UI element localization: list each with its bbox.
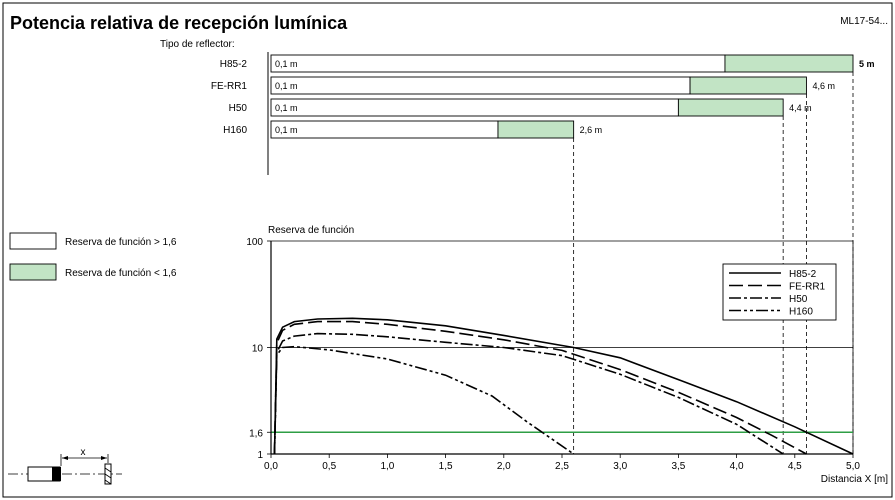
- range-bar-white-segment: [270, 76, 691, 95]
- range-bar-green-segment: [497, 120, 575, 139]
- arrowhead-right: [101, 456, 107, 460]
- series-legend-label: H160: [789, 307, 813, 318]
- range-bar-h50: H50 0,1 m 4,4 m: [229, 98, 812, 454]
- series-line-h160: [273, 345, 575, 455]
- x-tick-label: 0,5: [322, 461, 336, 472]
- range-bar-h160: H160 0,1 m 2,6 m: [223, 120, 603, 454]
- range-bar-end-label: 2,6 m: [580, 125, 603, 135]
- x-tick-label: 1,5: [439, 461, 453, 472]
- figure-code: ML17-54...: [840, 16, 888, 27]
- range-bar-white-segment: [270, 120, 499, 139]
- reserve-legend-swatch: [9, 263, 57, 281]
- reserve-legend-swatch: [9, 232, 57, 250]
- range-bar-label: H85-2: [220, 59, 248, 70]
- x-tick-label: 5,0: [846, 461, 860, 472]
- range-bar-white-segment: [270, 54, 726, 73]
- x-tick-label: 0,0: [264, 461, 278, 472]
- page-title: Potencia relativa de recepción lumínica: [10, 13, 348, 33]
- range-bar-label: FE-RR1: [211, 81, 248, 92]
- distance-label: x: [81, 447, 86, 458]
- reserve-legend: Reserva de función > 1,6 Reserva de funci…: [9, 232, 177, 281]
- range-bar-end-label: 5 m: [859, 59, 875, 69]
- range-bar-start-label: 0,1 m: [275, 103, 298, 113]
- x-tick-label: 4,0: [730, 461, 744, 472]
- range-bar-green-segment: [689, 76, 807, 95]
- range-bar-start-label: 0,1 m: [275, 125, 298, 135]
- y-tick-label: 1: [257, 450, 263, 461]
- range-bar-label: H50: [229, 103, 248, 114]
- reflector-hatch: [104, 467, 112, 473]
- y-axis-title: Reserva de función: [268, 225, 354, 236]
- x-tick-label: 3,0: [613, 461, 627, 472]
- y-tick-label: 100: [246, 237, 263, 248]
- range-bar-start-label: 0,1 m: [275, 81, 298, 91]
- y-tick-label: 10: [252, 344, 264, 355]
- reflector-type-label: Tipo de reflector:: [160, 39, 235, 50]
- arrowhead-left: [62, 456, 68, 460]
- x-axis-title: Distancia X [m]: [821, 474, 888, 485]
- series-line-h50: [273, 332, 784, 455]
- range-bar-start-label: 0,1 m: [275, 59, 298, 69]
- range-bar-end-label: 4,4 m: [789, 103, 812, 113]
- range-bar-end-label: 4,6 m: [812, 81, 835, 91]
- series-legend-label: H85-2: [789, 269, 817, 280]
- range-bars: H85-2 0,1 m 5 m FE-RR1 0,1 m 4,6 m H50 0,1 m 4,4…: [211, 52, 875, 454]
- x-tick-label: 4,5: [788, 461, 802, 472]
- range-bar-fe-rr1: FE-RR1 0,1 m 4,6 m: [211, 76, 835, 454]
- y-tick-label: 1,6: [249, 428, 263, 439]
- range-bar-green-segment: [677, 98, 784, 117]
- x-tick-label: 2,0: [497, 461, 511, 472]
- series-line-h85-2: [273, 317, 854, 455]
- sensor-reflector-diagram: x: [8, 447, 122, 485]
- x-tick-label: 3,5: [671, 461, 685, 472]
- range-bar-green-segment: [724, 54, 854, 73]
- x-tick-label: 2,5: [555, 461, 569, 472]
- sensor-lens: [52, 467, 61, 481]
- reflector-hatch: [104, 473, 112, 479]
- series-line-fe-rr1: [273, 320, 807, 455]
- plot-area: 0,0 0,5 1,0 1,5 2,0 2,5 3,0 3,5 4,0 4,5 5,0 1 1,6 10 1…: [246, 237, 860, 472]
- range-bar-white-segment: [270, 98, 679, 117]
- reserve-legend-label: Reserva de función > 1,6: [65, 237, 177, 248]
- range-bar-h85-2: H85-2 0,1 m 5 m: [220, 54, 875, 454]
- reserve-legend-label: Reserva de función < 1,6: [65, 268, 177, 279]
- range-bar-label: H160: [223, 125, 247, 136]
- series-legend-label: H50: [789, 294, 808, 305]
- series-legend-label: FE-RR1: [789, 282, 826, 293]
- x-tick-label: 1,0: [380, 461, 394, 472]
- reflector-hatch: [104, 479, 112, 485]
